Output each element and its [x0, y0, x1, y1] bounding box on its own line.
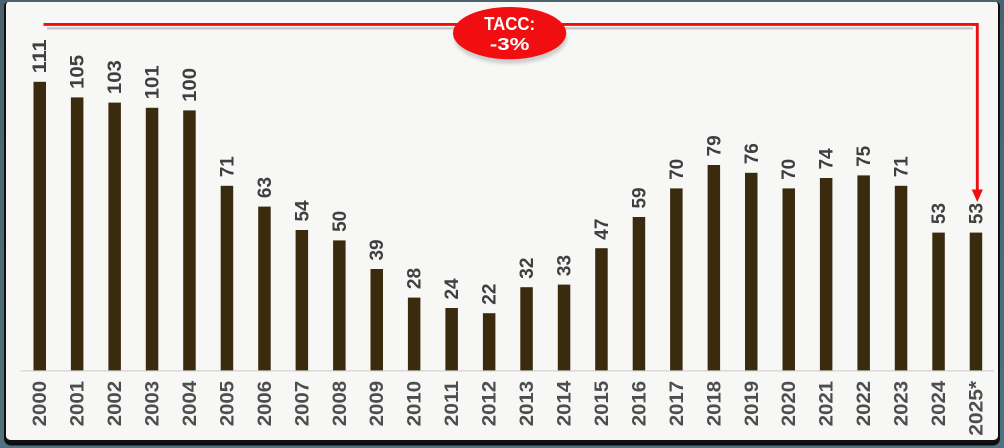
svg-text:53: 53	[967, 203, 988, 224]
svg-text:111: 111	[30, 39, 51, 73]
svg-text:2002: 2002	[105, 381, 126, 427]
svg-text:2022: 2022	[854, 381, 875, 427]
svg-text:TACC:: TACC:	[484, 13, 535, 34]
svg-text:54: 54	[292, 200, 313, 222]
svg-text:2023: 2023	[892, 381, 913, 427]
svg-text:76: 76	[742, 143, 763, 164]
svg-text:2014: 2014	[555, 380, 576, 426]
svg-text:24: 24	[442, 278, 463, 300]
svg-text:63: 63	[255, 177, 276, 198]
svg-text:2020: 2020	[779, 381, 800, 427]
svg-text:75: 75	[854, 145, 875, 167]
svg-text:2007: 2007	[292, 381, 313, 427]
svg-text:79: 79	[704, 135, 725, 156]
svg-text:2001: 2001	[68, 380, 89, 426]
svg-text:2003: 2003	[143, 381, 164, 427]
svg-text:103: 103	[105, 60, 126, 94]
svg-text:71: 71	[892, 156, 913, 178]
svg-text:100: 100	[180, 68, 201, 102]
svg-text:59: 59	[629, 187, 650, 208]
svg-text:47: 47	[592, 219, 613, 240]
svg-text:70: 70	[667, 159, 688, 180]
svg-text:-3%: -3%	[490, 34, 530, 54]
svg-text:2000: 2000	[30, 381, 51, 427]
svg-text:2017: 2017	[667, 381, 688, 427]
svg-text:2019: 2019	[742, 381, 763, 427]
svg-text:22: 22	[480, 284, 501, 305]
svg-text:2024: 2024	[929, 380, 950, 426]
svg-text:2025*: 2025*	[967, 380, 988, 436]
svg-text:2015: 2015	[592, 380, 613, 426]
svg-text:74: 74	[817, 148, 838, 170]
svg-text:33: 33	[555, 255, 576, 276]
svg-text:2010: 2010	[405, 381, 426, 427]
svg-text:71: 71	[217, 156, 238, 178]
svg-text:2009: 2009	[367, 381, 388, 427]
svg-text:101: 101	[143, 65, 164, 99]
svg-text:2006: 2006	[255, 381, 276, 427]
svg-text:70: 70	[779, 159, 800, 180]
svg-text:105: 105	[68, 54, 89, 88]
svg-text:2005: 2005	[217, 380, 238, 426]
svg-text:2008: 2008	[330, 381, 351, 427]
svg-text:2021: 2021	[817, 380, 838, 426]
svg-text:2018: 2018	[704, 381, 725, 427]
svg-text:28: 28	[405, 268, 426, 289]
svg-text:50: 50	[330, 211, 351, 232]
svg-text:2013: 2013	[517, 381, 538, 427]
svg-text:53: 53	[929, 203, 950, 224]
svg-text:2011: 2011	[442, 380, 463, 426]
svg-text:39: 39	[367, 239, 388, 260]
svg-text:32: 32	[517, 258, 538, 279]
svg-text:2016: 2016	[629, 381, 650, 427]
svg-text:2012: 2012	[480, 381, 501, 427]
svg-text:2004: 2004	[180, 380, 201, 426]
